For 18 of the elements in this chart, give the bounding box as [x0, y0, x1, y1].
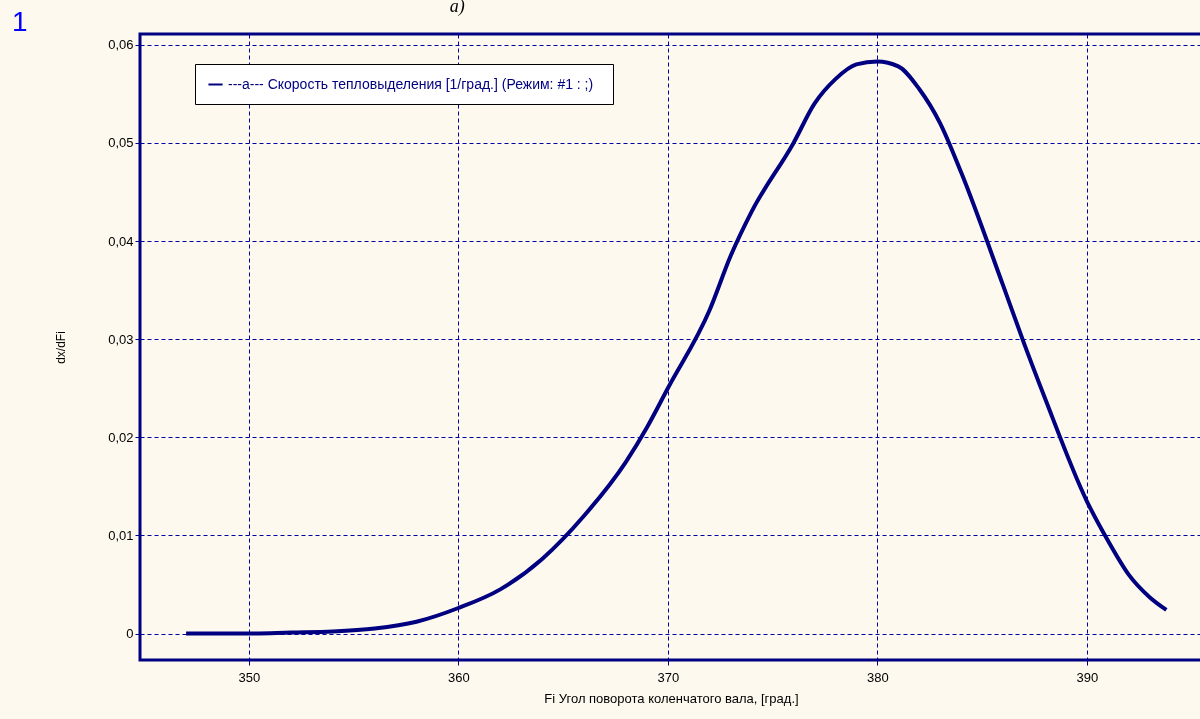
y-tick-label: 0,03	[108, 331, 134, 347]
text: 1	[12, 6, 28, 38]
x-axis-title: Fi Угол поворота коленчатого вала, [град.]	[544, 690, 799, 706]
y-tick-label: 0,02	[108, 429, 134, 445]
y-tick-label: 0	[126, 626, 134, 642]
x-tick-label: 360	[448, 669, 470, 685]
x-tick-label: 350	[238, 669, 261, 685]
legend-label: ---a--- Скорость тепловыделения [1/град.] (Режим: #1 : ;)	[228, 75, 594, 92]
chart-title: a)	[449, 0, 465, 17]
x-tick-label: 380	[866, 669, 889, 685]
line-series	[184, 59, 1169, 636]
y-tick-label: 0,05	[108, 135, 134, 151]
x-tick-label: 390	[1076, 669, 1099, 685]
y-tick-label: 0,04	[108, 233, 134, 249]
x-tick-label: 370	[657, 669, 680, 685]
y-axis-title: dx/dFi	[54, 331, 69, 364]
y-tick-label: 0,01	[108, 527, 134, 543]
y-tick-label: 0,06	[108, 37, 134, 53]
